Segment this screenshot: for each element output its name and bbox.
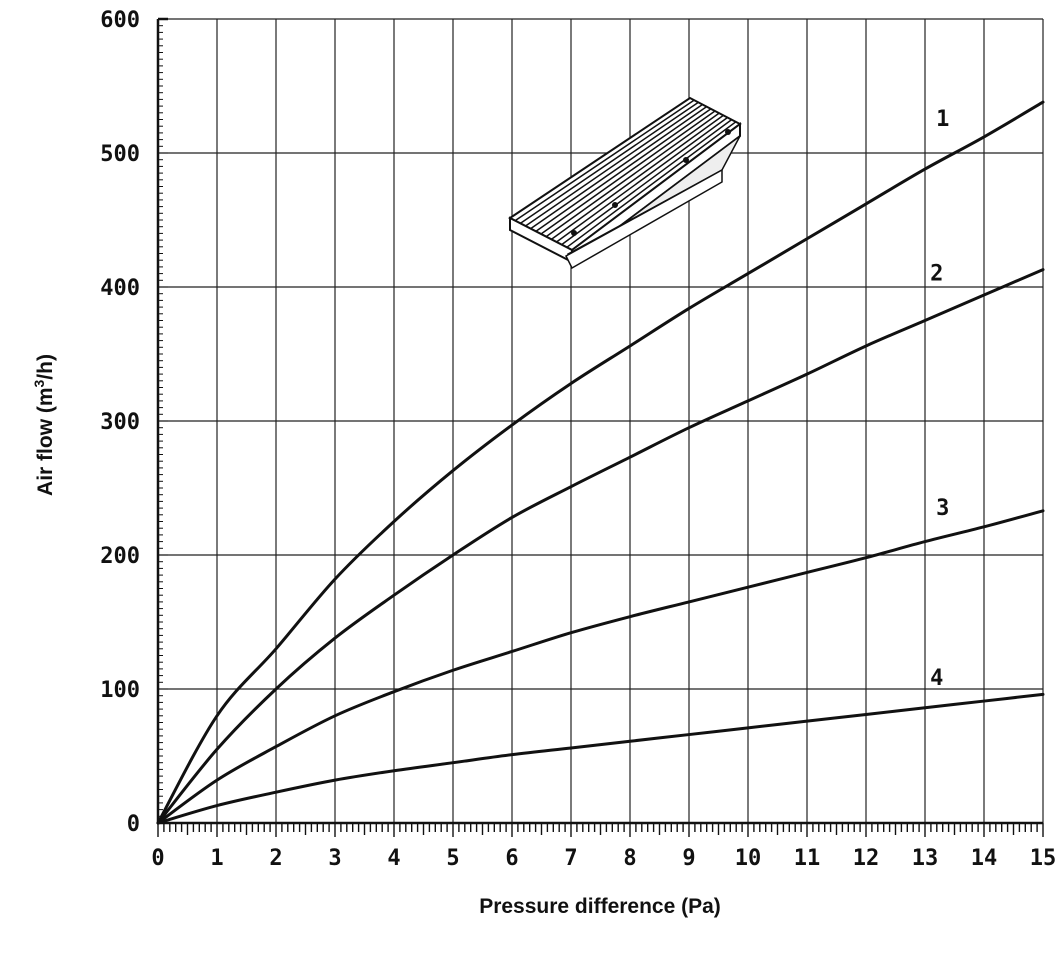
curves: [156, 100, 1045, 825]
x-tick-label-3: 3: [328, 846, 341, 871]
y-tick-label-600: 600: [100, 8, 140, 33]
x-axis-title: Pressure difference (Pa): [479, 895, 721, 918]
floor-grille-icon: [508, 96, 742, 270]
grille-slat: [561, 119, 733, 246]
x-tick-label-14: 14: [971, 846, 998, 871]
curve-label-2: 2: [930, 261, 943, 286]
y-axis-title: Air flow (m3/h): [31, 354, 57, 496]
series-line-4: [156, 692, 1045, 825]
grille-slat: [566, 121, 737, 248]
x-tick-label-9: 9: [682, 846, 695, 871]
curve-label-1: 1: [936, 107, 949, 132]
x-tick-label-1: 1: [210, 846, 223, 871]
x-tick-label-7: 7: [564, 846, 577, 871]
x-tick-label-4: 4: [387, 846, 400, 871]
curve-label-3: 3: [936, 496, 949, 521]
grid: [157, 18, 1044, 824]
y-tick-label-0: 0: [127, 812, 140, 837]
x-tick-label-12: 12: [853, 846, 880, 871]
x-tick-label-0: 0: [151, 846, 164, 871]
curve-label-4: 4: [930, 666, 943, 691]
grille-slat: [519, 101, 699, 224]
series-line-2: [156, 268, 1045, 825]
x-tick-label-15: 15: [1030, 846, 1057, 871]
y-tick-label-300: 300: [100, 410, 140, 435]
y-tick-label-100: 100: [100, 678, 140, 703]
x-tick-label-11: 11: [794, 846, 821, 871]
axes: [156, 17, 1043, 825]
curve-labels: 1 2 3 4: [930, 107, 949, 691]
grille-slat: [514, 99, 695, 222]
x-tick-label-8: 8: [623, 846, 636, 871]
y-tick-labels: 0 100 200 300 400 500 600: [100, 8, 140, 837]
y-tick-label-500: 500: [100, 142, 140, 167]
grille-slat: [535, 108, 712, 232]
x-tick-labels: 0 1 2 3 4 5 6 7 8 9 10 11 12 13 14 15: [151, 846, 1056, 871]
grille-slat: [530, 106, 708, 230]
grille-slat: [525, 103, 703, 227]
x-tick-label-2: 2: [269, 846, 282, 871]
y-tick-label-400: 400: [100, 276, 140, 301]
grille-slat: [545, 112, 720, 238]
minor-ticks: [157, 18, 1044, 837]
grille-slat: [556, 116, 728, 243]
x-tick-label-5: 5: [446, 846, 459, 871]
y-tick-label-200: 200: [100, 544, 140, 569]
grille-slat: [540, 110, 716, 235]
grille-slat: [550, 114, 724, 240]
series-line-1: [156, 100, 1045, 825]
series-line-3: [156, 509, 1045, 825]
x-tick-label-10: 10: [735, 846, 762, 871]
x-tick-label-6: 6: [505, 846, 518, 871]
x-tick-label-13: 13: [912, 846, 939, 871]
